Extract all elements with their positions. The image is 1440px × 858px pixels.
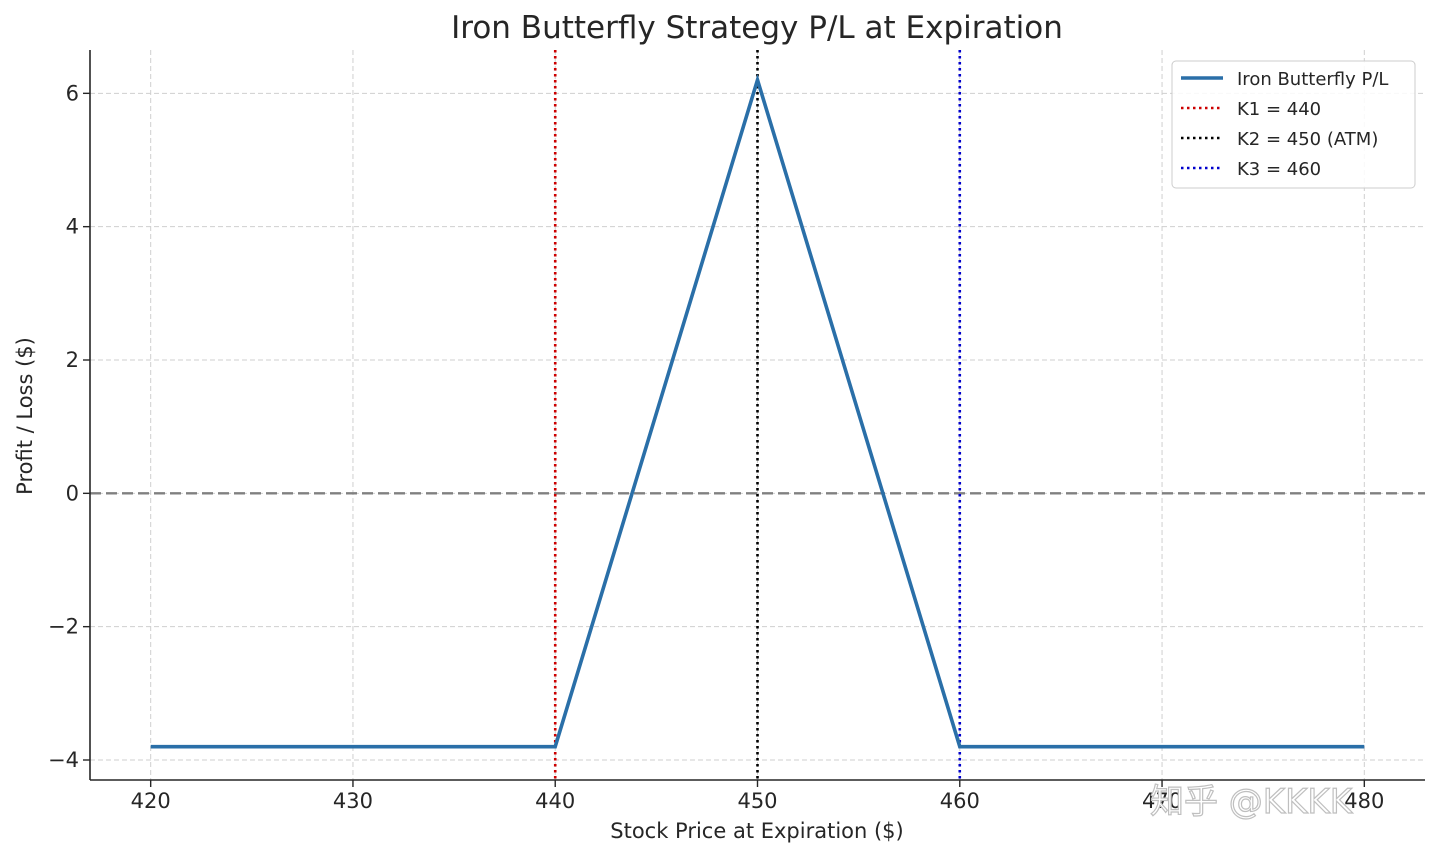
x-tick-label-5: 470: [1142, 789, 1182, 813]
x-tick-label-1: 430: [333, 789, 373, 813]
y-tick-label-1: −2: [48, 615, 79, 639]
y-tick-label-2: 0: [66, 481, 79, 505]
y-tick-label-4: 4: [66, 215, 79, 239]
x-tick-label-4: 460: [940, 789, 980, 813]
y-axis-label: Profit / Loss ($): [13, 337, 37, 495]
y-tick-label-0: −4: [48, 748, 79, 772]
legend-label-0: Iron Butterfly P/L: [1237, 69, 1388, 90]
plot-series: [150, 73, 1365, 749]
reference-lines: [90, 50, 1425, 780]
watermark-text: 知乎 @KKKK: [1150, 782, 1354, 822]
series-line-0: [150, 73, 1365, 749]
x-tick-label-0: 420: [131, 789, 171, 813]
y-axis-ticks: −4 −2 0 2 4 6: [48, 81, 90, 772]
legend-box: [1171, 60, 1416, 189]
x-tick-label-3: 450: [737, 789, 777, 813]
x-tick-label-2: 440: [535, 789, 575, 813]
legend: Iron Butterfly P/L K1 = 440 K2 = 450 (ATM)…: [1171, 60, 1416, 189]
legend-label-2: K2 = 450 (ATM): [1237, 129, 1378, 150]
y-tick-label-3: 2: [66, 348, 79, 372]
x-tick-label-6: 480: [1344, 789, 1384, 813]
legend-label-3: K3 = 460: [1237, 159, 1321, 180]
y-tick-label-5: 6: [66, 81, 79, 105]
legend-label-1: K1 = 440: [1237, 99, 1321, 120]
x-axis-ticks: 420 430 440 450 460 470 480: [131, 780, 1384, 813]
chart-title: Iron Butterfly Strategy P/L at Expiratio…: [451, 10, 1063, 46]
x-axis-label: Stock Price at Expiration ($): [610, 819, 904, 843]
